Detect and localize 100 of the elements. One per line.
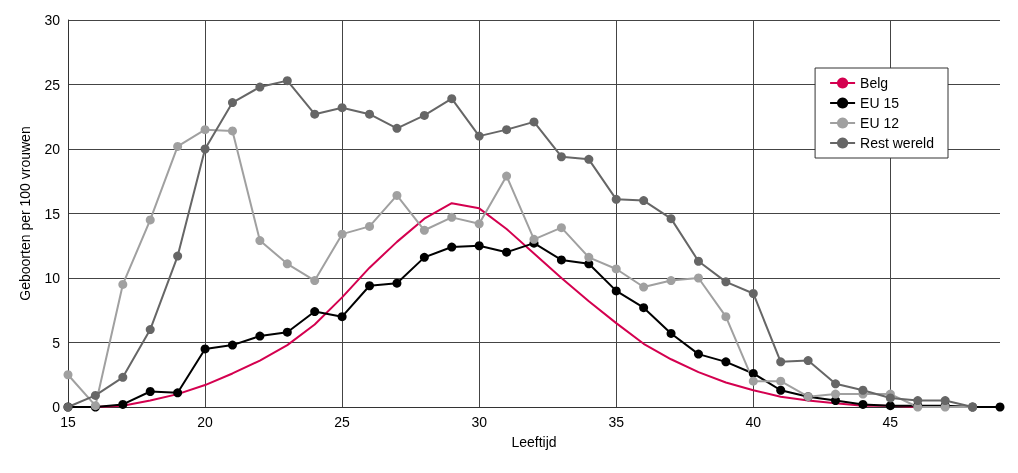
point <box>419 225 429 235</box>
point <box>227 126 237 136</box>
point <box>474 241 484 251</box>
point <box>639 196 649 206</box>
y-tick-label: 30 <box>44 12 61 28</box>
point <box>556 223 566 233</box>
point <box>118 372 128 382</box>
point <box>200 344 210 354</box>
point <box>776 376 786 386</box>
y-tick-label: 10 <box>44 270 61 286</box>
point <box>90 390 100 400</box>
point <box>200 125 210 135</box>
point <box>392 190 402 200</box>
point <box>145 387 155 397</box>
point <box>145 215 155 225</box>
point <box>255 331 265 341</box>
legend-label: EU 15 <box>860 95 900 111</box>
point <box>639 303 649 313</box>
x-tick-label: 25 <box>334 414 351 430</box>
point <box>392 278 402 288</box>
y-tick-label: 15 <box>44 205 61 222</box>
point <box>748 376 758 386</box>
point <box>529 117 539 127</box>
point <box>776 357 786 367</box>
x-tick-label: 20 <box>197 414 214 430</box>
point <box>693 256 703 266</box>
legend-label: Rest wereld <box>860 135 934 151</box>
point <box>227 98 237 108</box>
point <box>858 385 868 395</box>
point <box>776 385 786 395</box>
point <box>803 356 813 366</box>
point <box>63 370 73 380</box>
point <box>885 393 895 403</box>
point <box>502 171 512 181</box>
y-tick-label: 25 <box>44 76 61 93</box>
point <box>118 279 128 289</box>
point <box>474 219 484 229</box>
point <box>227 340 237 350</box>
point <box>118 399 128 409</box>
point <box>748 288 758 298</box>
point <box>255 82 265 92</box>
point <box>447 212 457 222</box>
point <box>913 396 923 406</box>
point <box>337 103 347 113</box>
point <box>693 273 703 283</box>
point <box>502 125 512 135</box>
point <box>721 312 731 322</box>
point <box>666 276 676 286</box>
point <box>282 327 292 337</box>
x-tick-label: 45 <box>882 414 899 430</box>
point <box>940 396 950 406</box>
point <box>337 229 347 239</box>
y-tick-label: 0 <box>52 399 61 415</box>
point <box>310 109 320 119</box>
y-tick-label: 5 <box>52 334 61 351</box>
point <box>200 144 210 154</box>
point <box>639 282 649 292</box>
point <box>447 242 457 252</box>
x-tick-label: 35 <box>608 414 625 430</box>
point <box>392 123 402 133</box>
point <box>474 131 484 141</box>
x-tick-label: 40 <box>745 414 762 430</box>
point <box>721 277 731 287</box>
point <box>721 357 731 367</box>
point <box>502 247 512 257</box>
legend-label: Belg <box>860 75 889 91</box>
point <box>556 255 566 265</box>
point <box>748 368 758 378</box>
x-axis-title: Leeftijd <box>511 434 557 450</box>
point <box>995 402 1005 412</box>
point <box>337 312 347 322</box>
point <box>666 328 676 338</box>
point <box>255 236 265 246</box>
point <box>831 379 841 389</box>
point <box>666 214 676 224</box>
point <box>584 252 594 262</box>
point <box>693 349 703 359</box>
y-axis-title: Geboorten per 100 vrouwen <box>17 126 33 301</box>
point <box>611 286 621 296</box>
point <box>584 154 594 164</box>
point <box>310 307 320 317</box>
point <box>885 401 895 411</box>
legend-label: EU 12 <box>860 115 900 131</box>
point <box>173 141 183 151</box>
point <box>282 259 292 269</box>
x-tick-label: 30 <box>471 414 488 430</box>
point <box>173 388 183 398</box>
point <box>145 325 155 335</box>
point <box>858 399 868 409</box>
point <box>419 252 429 262</box>
point <box>611 264 621 274</box>
point <box>310 276 320 286</box>
point <box>529 234 539 244</box>
point <box>365 281 375 291</box>
point <box>831 389 841 399</box>
point <box>447 94 457 104</box>
y-tick-label: 20 <box>44 141 61 157</box>
point <box>611 194 621 204</box>
point <box>173 251 183 261</box>
point <box>365 109 375 119</box>
